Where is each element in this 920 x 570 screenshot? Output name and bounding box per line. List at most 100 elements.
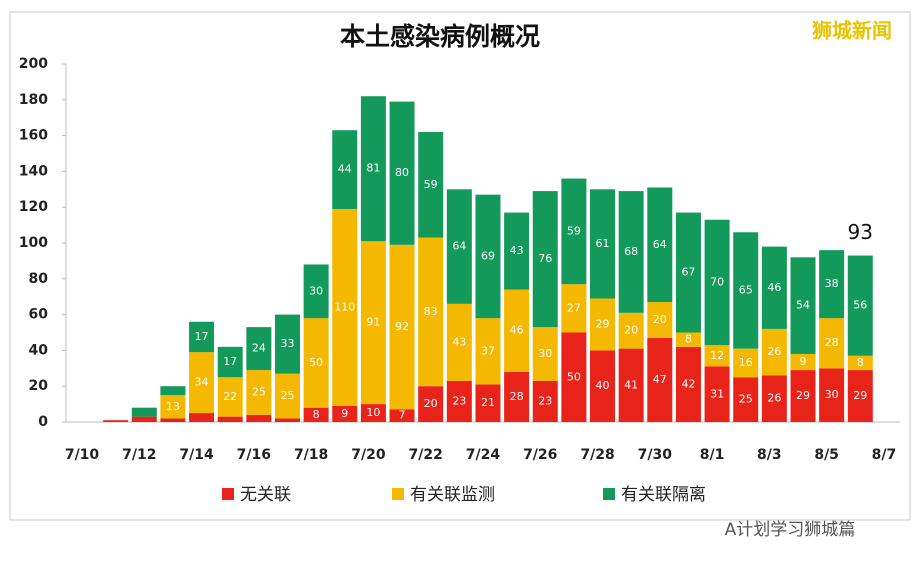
bar-segment (590, 189, 616, 299)
chart-title: 本土感染病例概况 (340, 22, 540, 51)
bar-segment (131, 416, 157, 422)
bar-segment (332, 405, 358, 422)
x-tick-label: 7/24 (466, 447, 501, 463)
data-label: 30 (825, 388, 839, 401)
bar-segment (160, 386, 186, 396)
data-label: 29 (596, 317, 610, 330)
bar-segment (217, 346, 243, 378)
data-label: 17 (223, 355, 237, 368)
data-label: 59 (424, 178, 438, 191)
watermark: A计划学习狮城篇 (725, 520, 856, 540)
bar-segment (246, 327, 272, 371)
data-label: 28 (510, 390, 524, 403)
data-label: 9 (800, 355, 807, 368)
data-label: 22 (223, 390, 237, 403)
legend-label: 有关联隔离 (621, 485, 706, 505)
data-label: 8 (685, 333, 692, 346)
data-label: 68 (624, 245, 638, 258)
data-label: 91 (366, 316, 380, 329)
data-label: 41 (624, 378, 638, 391)
bar-segment (847, 355, 873, 371)
data-label: 31 (710, 387, 724, 400)
x-tick-label: 8/7 (872, 447, 897, 463)
y-tick-label: 180 (19, 92, 48, 108)
data-label: 81 (366, 162, 380, 175)
data-label: 46 (510, 324, 524, 337)
bar-segment (819, 318, 845, 369)
bar-segment (847, 255, 873, 356)
bar-segment (189, 321, 215, 353)
bar-segment (303, 264, 329, 319)
bar-segment (418, 132, 444, 238)
legend-label: 有关联监测 (410, 485, 495, 505)
data-label: 38 (825, 277, 839, 290)
data-label: 20 (653, 313, 667, 326)
x-tick-label: 8/5 (814, 447, 839, 463)
data-label: 59 (567, 224, 581, 237)
bar-segment (647, 337, 673, 422)
bar-segment (675, 212, 701, 333)
bar-segment (418, 237, 444, 387)
bar-segment (217, 377, 243, 417)
bar-segment (332, 130, 358, 209)
bar-segment (590, 350, 616, 422)
bar-segment (618, 348, 644, 422)
bar-segment (532, 380, 558, 422)
data-label: 61 (596, 237, 610, 250)
data-label: 64 (452, 240, 466, 253)
y-tick-label: 0 (38, 414, 48, 430)
bar-segment (389, 409, 415, 422)
data-label: 67 (681, 266, 695, 279)
bar-segment (618, 191, 644, 313)
data-label: 29 (796, 389, 810, 402)
bar-segment (446, 380, 472, 422)
data-label: 24 (252, 342, 266, 355)
x-tick-label: 7/26 (523, 447, 557, 463)
data-label: 56 (853, 299, 867, 312)
bar-segment (761, 246, 787, 329)
bar-segment (160, 395, 186, 419)
y-tick-label: 40 (29, 342, 49, 358)
bar-segment (160, 418, 186, 422)
bar-segment (532, 191, 558, 328)
bar-segment (360, 96, 386, 242)
x-tick-label: 7/22 (409, 447, 443, 463)
data-label: 13 (166, 400, 180, 413)
x-tick-label: 7/28 (580, 447, 614, 463)
bar-segment (246, 414, 272, 422)
bar-segment (561, 284, 587, 333)
y-tick-label: 60 (29, 307, 49, 323)
legend-swatch (392, 488, 404, 500)
data-label: 29 (853, 389, 867, 402)
data-label: 20 (424, 397, 438, 410)
bar-segment (733, 232, 759, 349)
bar-segment (360, 404, 386, 422)
data-label: 37 (481, 344, 495, 357)
legend-swatch (222, 488, 234, 500)
x-tick-label: 7/12 (122, 447, 156, 463)
data-label: 25 (280, 389, 294, 402)
watermark: 狮城新闻 (812, 19, 892, 43)
bar-segment (819, 368, 845, 422)
data-label: 44 (338, 163, 352, 176)
data-label: 64 (653, 238, 667, 251)
data-label: 80 (395, 166, 409, 179)
data-label: 9 (341, 407, 348, 420)
bar-segment (274, 418, 300, 422)
y-tick-label: 20 (29, 378, 49, 394)
bar-segment (704, 219, 730, 346)
bar-segment (847, 370, 873, 422)
data-label: 54 (796, 299, 810, 312)
data-label: 7 (399, 409, 406, 422)
bar-segment (590, 298, 616, 351)
bar-segment (532, 327, 558, 381)
data-label: 21 (481, 396, 495, 409)
x-tick-label: 8/1 (700, 447, 725, 463)
bar-segment (790, 353, 816, 371)
data-label: 83 (424, 305, 438, 318)
bar-segment (561, 332, 587, 422)
data-label: 12 (710, 349, 724, 362)
bar-segment (761, 328, 787, 376)
data-label: 28 (825, 336, 839, 349)
data-label: 47 (653, 373, 667, 386)
